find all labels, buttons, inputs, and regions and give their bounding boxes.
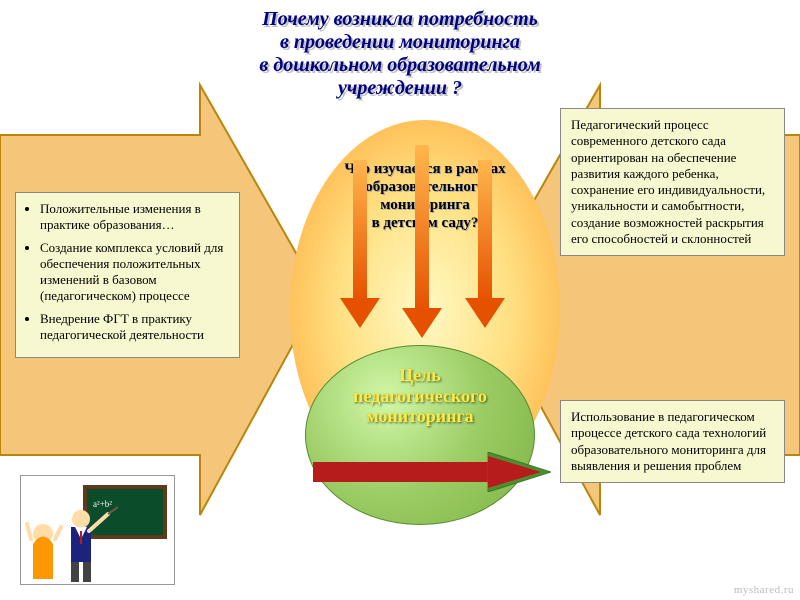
down-arrow-1 [340, 160, 380, 328]
bottom-right-text-box: Использование в педагогическом процессе … [560, 400, 785, 483]
goal-text: Цель педагогического мониторинга [305, 365, 535, 427]
top-right-text-box: Педагогический процесс современного детс… [560, 108, 785, 256]
title-line: в дошкольном образовательном [259, 54, 540, 76]
goal-right-arrow [313, 452, 551, 492]
svg-text:a²+b²: a²+b² [93, 499, 112, 509]
left-item: Создание комплекса условий для обеспечен… [40, 240, 229, 305]
down-arrow-3 [465, 160, 505, 328]
main-title: Почему возникла потребность в проведении… [0, 8, 800, 100]
title-line: учреждении ? [338, 77, 462, 99]
watermark: myshared.ru [734, 584, 794, 596]
title-line: Почему возникла потребность [262, 8, 538, 30]
left-text-box: Положительные изменения в практике образ… [15, 192, 240, 358]
down-arrow-2 [402, 145, 442, 338]
left-item: Внедрение ФГТ в практику педагогической … [40, 311, 229, 344]
teacher-illustration: a²+b² [20, 475, 175, 585]
left-item: Положительные изменения в практике образ… [40, 201, 229, 234]
title-line: в проведении мониторинга [280, 31, 520, 53]
